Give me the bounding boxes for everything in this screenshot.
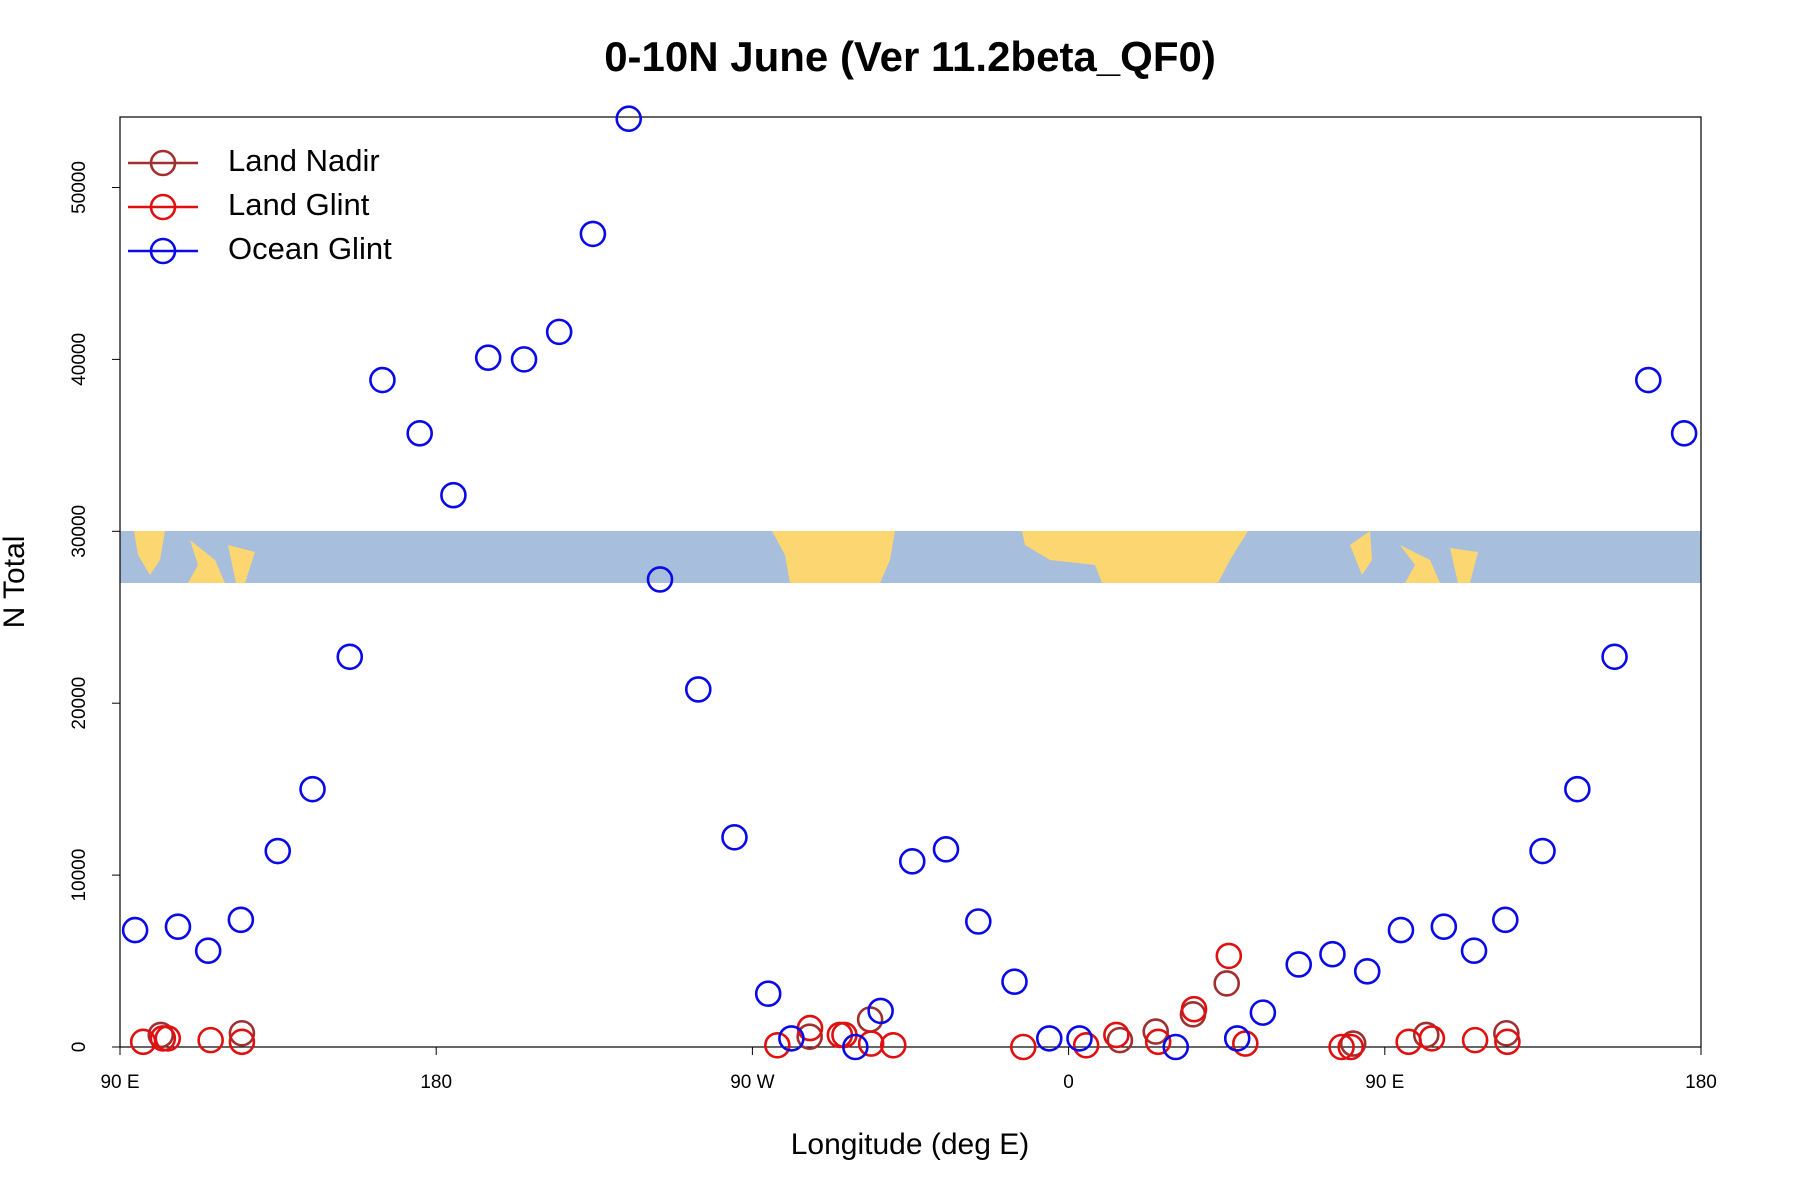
point: [965, 908, 992, 935]
y-tick-label: 10000: [69, 849, 90, 902]
point: [406, 420, 433, 447]
point: [1430, 913, 1458, 940]
land: [1022, 531, 1248, 583]
point: [336, 643, 364, 671]
point: [842, 1033, 869, 1061]
land: [1350, 531, 1478, 583]
point: [1232, 1030, 1259, 1057]
point: [1328, 1033, 1355, 1061]
point: [778, 1025, 805, 1052]
point: [1601, 643, 1628, 671]
point: [1106, 1026, 1134, 1054]
point: [369, 366, 396, 394]
point: [879, 1031, 907, 1059]
point: [1009, 1033, 1037, 1061]
y-tick-label: 30000: [69, 505, 90, 558]
point: [1066, 1025, 1093, 1052]
map-strip: [120, 531, 1701, 583]
x-axis-label: Longitude (deg E): [791, 1128, 1030, 1161]
point: [1142, 1018, 1170, 1045]
point: [1215, 942, 1243, 970]
land: [772, 531, 895, 583]
y-tick-label: 40000: [69, 333, 90, 386]
point: [764, 1031, 791, 1059]
point: [579, 220, 607, 248]
point: [1353, 958, 1381, 985]
x-tick-label: 90 E: [100, 1072, 139, 1093]
point: [1001, 968, 1028, 995]
point: [474, 344, 502, 371]
x-tick-label: 0: [1063, 1072, 1074, 1093]
x-tick-label: 180: [1685, 1072, 1717, 1093]
point: [1670, 420, 1698, 447]
point: [1249, 999, 1277, 1026]
point: [1564, 775, 1591, 803]
point: [1339, 1030, 1367, 1057]
point: [1492, 906, 1519, 934]
point: [754, 980, 782, 1008]
x-tick-label: 90 E: [1365, 1072, 1404, 1093]
point: [545, 318, 573, 346]
point: [1162, 1033, 1190, 1061]
point: [228, 1019, 256, 1047]
point: [932, 836, 960, 863]
point: [856, 1006, 884, 1033]
point: [646, 566, 674, 593]
legend-label: Ocean Glint: [228, 231, 392, 266]
point: [264, 837, 292, 865]
point: [1180, 995, 1208, 1023]
point: [1387, 916, 1415, 944]
point: [154, 1025, 182, 1052]
point: [721, 823, 748, 851]
point: [1285, 951, 1313, 978]
point: [1213, 970, 1240, 997]
y-tick-label: 0: [69, 1042, 90, 1053]
ocean-band: [120, 531, 1701, 583]
legend-marker: [149, 237, 177, 265]
x-tick-label: 90 W: [730, 1072, 774, 1093]
legend-label: Land Glint: [228, 187, 370, 222]
x-tick-label: 180: [420, 1072, 452, 1093]
point: [1072, 1031, 1100, 1059]
point: [1494, 1028, 1521, 1056]
point: [1418, 1025, 1446, 1052]
point: [867, 997, 894, 1025]
point: [227, 906, 255, 934]
point: [1493, 1019, 1520, 1047]
point: [1529, 837, 1556, 865]
point: [1103, 1021, 1130, 1049]
point: [684, 676, 712, 703]
point: [1461, 1026, 1489, 1054]
point: [1223, 1025, 1251, 1052]
point: [194, 937, 222, 965]
point: [898, 848, 926, 875]
point: [1035, 1025, 1063, 1052]
land: [134, 531, 255, 583]
point: [1412, 1021, 1440, 1049]
point: [510, 346, 538, 373]
legend-marker: [149, 193, 177, 221]
y-axis-label: N Total: [0, 536, 31, 629]
point: [164, 913, 192, 940]
point: [796, 1023, 823, 1050]
point: [197, 1026, 224, 1054]
point: [615, 105, 643, 133]
point: [121, 916, 149, 944]
y-tick-label: 20000: [69, 677, 90, 730]
point: [1319, 940, 1346, 968]
point: [299, 775, 326, 803]
point: [857, 1030, 885, 1057]
chart-title: 0-10N June (Ver 11.2beta_QF0): [604, 33, 1216, 80]
point: [1460, 937, 1488, 965]
legend-marker: [149, 149, 177, 177]
point: [440, 481, 467, 509]
point: [1144, 1028, 1172, 1056]
point: [228, 1028, 256, 1056]
y-tick-label: 50000: [69, 161, 90, 214]
plot-frame: [119, 116, 1702, 1048]
point: [1635, 366, 1662, 394]
point: [1337, 1033, 1365, 1061]
legend-label: Land Nadir: [228, 143, 380, 178]
